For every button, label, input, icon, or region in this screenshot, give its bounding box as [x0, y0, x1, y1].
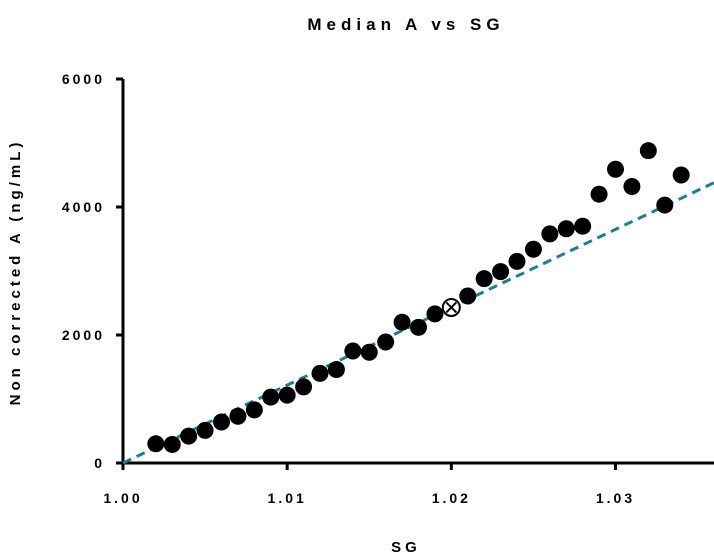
data-point: [295, 378, 313, 396]
data-point: [163, 435, 181, 453]
data-point: [278, 386, 296, 404]
data-point: [623, 178, 641, 196]
chart-title: Median A vs SG: [307, 15, 504, 34]
data-point: [607, 160, 624, 178]
data-point: [524, 240, 542, 258]
data-point: [639, 142, 657, 160]
data-point: [574, 217, 592, 235]
x-tick-label: 1.03: [596, 490, 635, 506]
y-tick-label: 2000: [62, 327, 105, 343]
data-point: [377, 333, 395, 351]
data-point: [590, 185, 608, 203]
data-point: [262, 388, 280, 406]
data-point: [672, 166, 690, 184]
data-point: [147, 435, 165, 453]
x-axis-label: SG: [391, 539, 421, 556]
data-point: [492, 263, 510, 281]
data-point: [656, 196, 674, 214]
data-point: [475, 270, 493, 288]
data-point: [213, 413, 230, 431]
data-point: [508, 252, 526, 270]
data-point: [541, 225, 559, 243]
data-point: [245, 401, 263, 419]
data-point: [327, 361, 345, 379]
data-point: [180, 427, 198, 445]
y-tick-label: 6000: [62, 71, 105, 87]
highlighted-point-cross: [445, 301, 458, 314]
x-tick-label: 1.00: [103, 490, 142, 506]
data-point: [196, 421, 214, 439]
data-points: [147, 142, 690, 453]
data-point: [557, 220, 575, 238]
data-point: [410, 318, 427, 336]
y-tick-label: 4000: [62, 199, 105, 215]
y-tick-label: 0: [94, 455, 105, 471]
data-point: [393, 313, 411, 331]
x-tick-label: 1.02: [432, 490, 471, 506]
data-point: [459, 287, 477, 305]
axes: 1.00 1.01 1.02 1.03 0 2000 4000 6000: [62, 71, 714, 506]
data-point: [229, 407, 247, 425]
data-point: [344, 342, 362, 360]
data-point: [360, 343, 378, 361]
y-axis-label: Non corrected A (ng/mL): [7, 139, 24, 406]
data-point: [426, 305, 444, 323]
data-point: [311, 364, 329, 382]
x-tick-label: 1.01: [268, 490, 307, 506]
